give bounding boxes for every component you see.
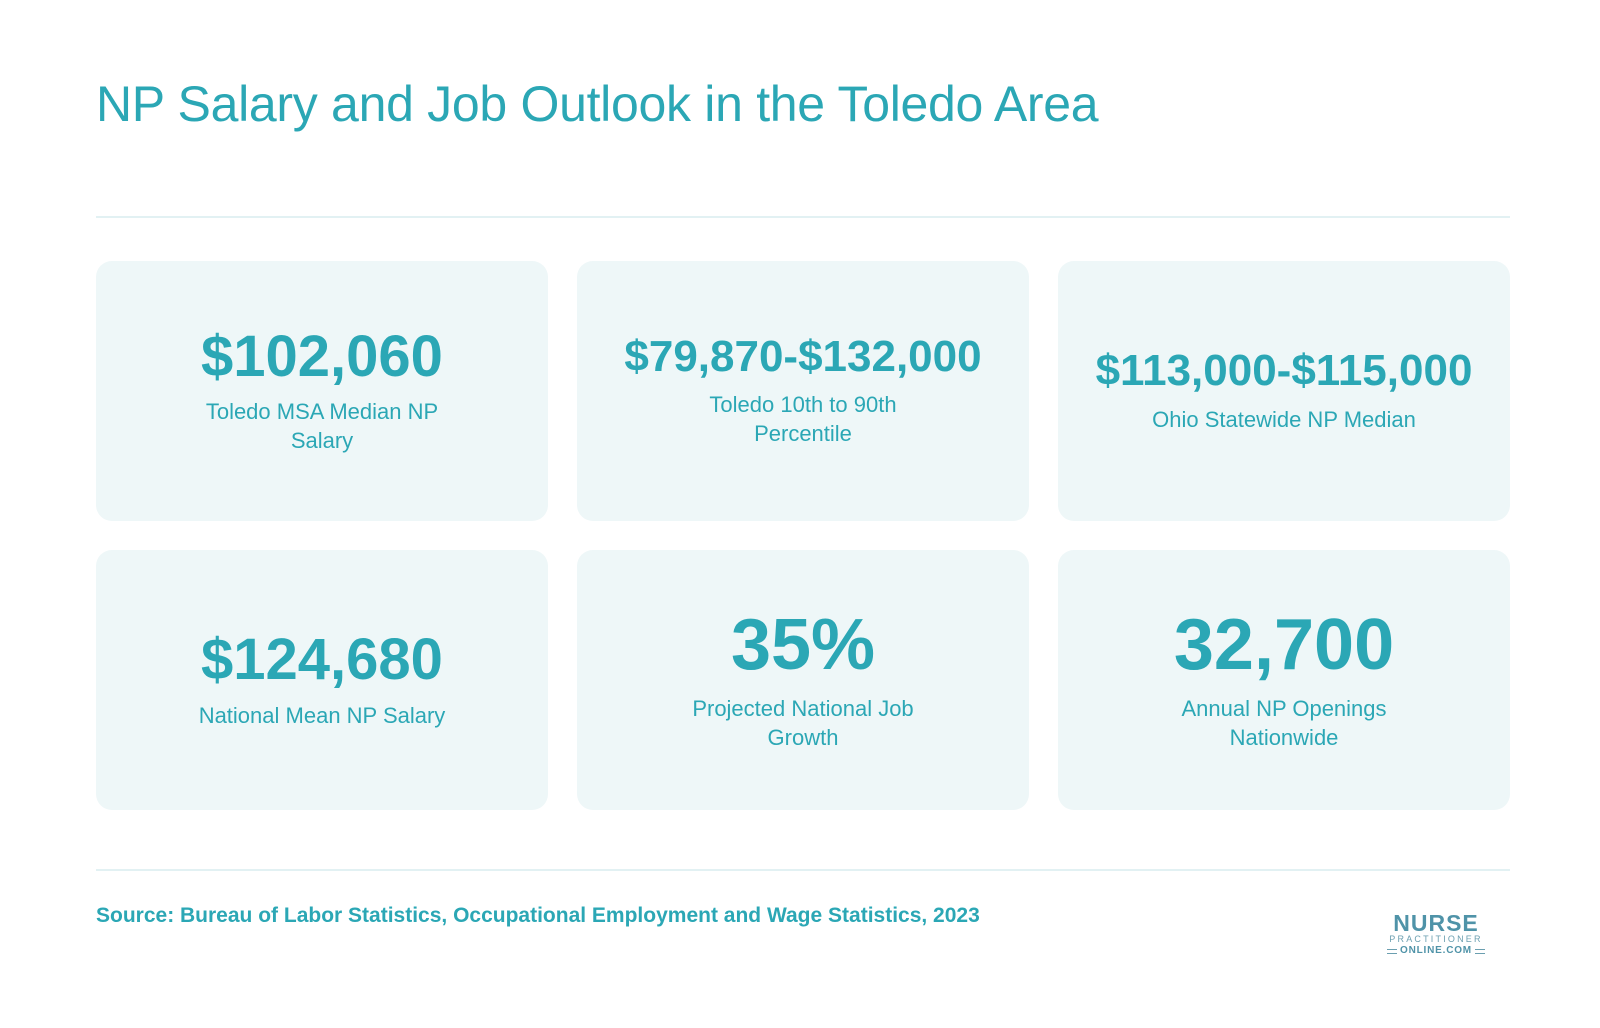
- stats-grid: $102,060 Toledo MSA Median NP Salary $79…: [96, 261, 1510, 810]
- stat-value: $124,680: [201, 627, 443, 693]
- stat-value: $102,060: [201, 323, 443, 389]
- top-divider: [96, 216, 1510, 218]
- logo-line-online: ONLINE.COM: [1382, 945, 1490, 957]
- stat-label: Ohio Statewide NP Median: [1152, 406, 1416, 432]
- stat-card-toledo-median: $102,060 Toledo MSA Median NP Salary: [96, 261, 548, 521]
- stat-label: Toledo 10th to 90th Percentile: [709, 392, 897, 447]
- stat-card-ohio-median: $113,000-$115,000 Ohio Statewide NP Medi…: [1058, 261, 1510, 521]
- brand-logo: NURSE PRACTITIONER ONLINE.COM: [1382, 912, 1490, 957]
- bottom-divider: [96, 869, 1510, 871]
- source-citation: Source: Bureau of Labor Statistics, Occu…: [96, 904, 980, 927]
- logo-line-nurse: NURSE: [1393, 910, 1479, 936]
- stat-card-toledo-percentile: $79,870-$132,000 Toledo 10th to 90th Per…: [577, 261, 1029, 521]
- stat-value: $113,000-$115,000: [1095, 346, 1473, 396]
- stat-value: 35%: [730, 605, 876, 686]
- stat-card-national-mean: $124,680 National Mean NP Salary: [96, 550, 548, 810]
- stat-label: Projected National Job Growth: [692, 695, 914, 750]
- logo-line-online-text: ONLINE.COM: [1400, 945, 1472, 956]
- logo-line-practitioner: PRACTITIONER: [1389, 934, 1483, 944]
- page-title: NP Salary and Job Outlook in the Toledo …: [96, 76, 1099, 132]
- stat-label: National Mean NP Salary: [198, 702, 446, 728]
- logo-dash-icon: [1387, 948, 1398, 954]
- logo-dash-icon: [1474, 948, 1485, 954]
- stat-card-annual-openings: 32,700 Annual NP Openings Nationwide: [1058, 550, 1510, 810]
- stat-value: $79,870-$132,000: [624, 331, 982, 381]
- stat-card-job-growth: 35% Projected National Job Growth: [577, 550, 1029, 810]
- stat-label: Annual NP Openings Nationwide: [1181, 695, 1387, 750]
- stat-label: Toledo MSA Median NP Salary: [205, 399, 439, 454]
- stat-value: 32,700: [1173, 605, 1395, 686]
